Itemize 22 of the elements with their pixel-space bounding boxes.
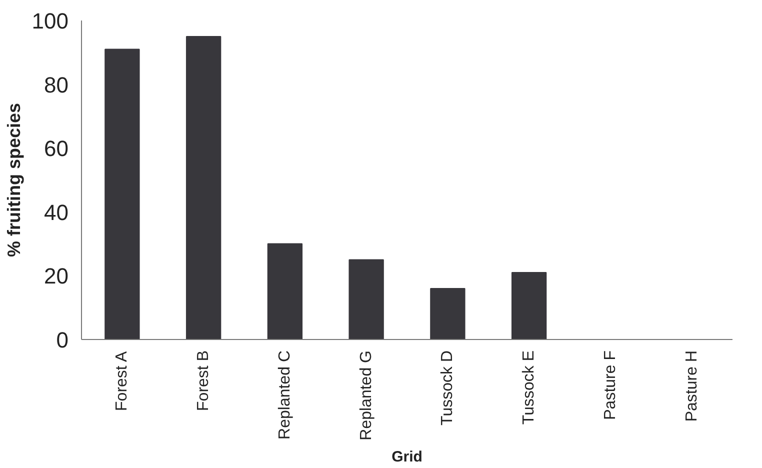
y-tick-label: 40 bbox=[44, 200, 69, 225]
bar bbox=[186, 36, 222, 340]
y-tick-label: 100 bbox=[32, 8, 69, 34]
x-tick-label: Replanted C bbox=[276, 350, 294, 440]
bar bbox=[511, 272, 547, 340]
x-tick-label: Forest B bbox=[195, 350, 212, 411]
y-tick-label: 60 bbox=[44, 136, 69, 162]
x-tick-label: Forest A bbox=[114, 351, 131, 411]
x-tick-label: Tussock D bbox=[439, 350, 456, 426]
y-tick-label: 0 bbox=[56, 328, 69, 352]
x-axis-title: Grid bbox=[392, 448, 422, 466]
x-tick-label: Pasture H bbox=[683, 350, 700, 422]
x-tick-label: Pasture F bbox=[602, 350, 619, 420]
x-tick-label: Tussock E bbox=[520, 350, 538, 425]
bar bbox=[348, 259, 384, 340]
bar bbox=[430, 288, 466, 340]
y-axis-title: % fruiting species bbox=[4, 102, 24, 258]
bar bbox=[267, 243, 303, 340]
x-tick-label: Replanted G bbox=[358, 350, 375, 440]
y-tick-label: 80 bbox=[44, 72, 69, 98]
bar bbox=[104, 48, 140, 340]
y-tick-label: 20 bbox=[44, 264, 69, 289]
